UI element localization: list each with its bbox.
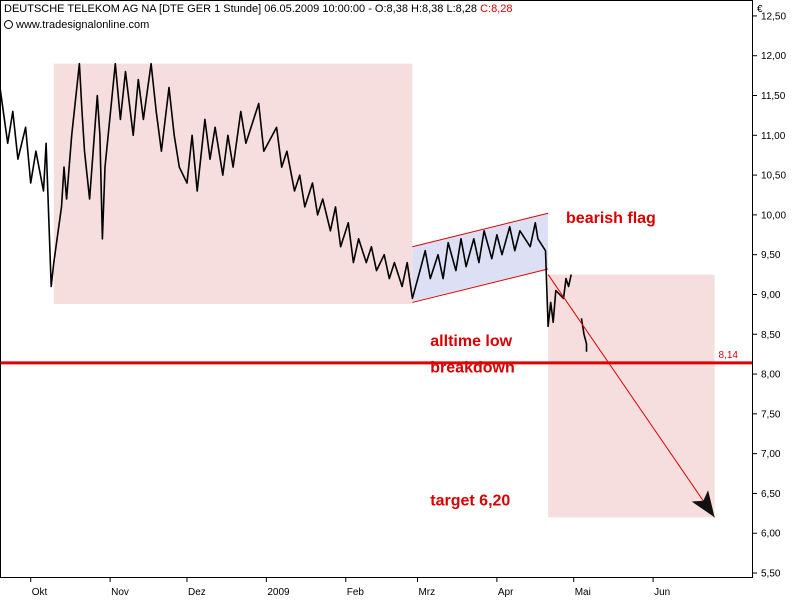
y-tick-label: 12,00	[761, 51, 786, 62]
x-tick-label: Apr	[498, 587, 514, 598]
chart-header: DEUTSCHE TELEKOM AG NA [DTE GER 1 Stunde…	[4, 3, 513, 15]
y-tick-label: 9,50	[761, 250, 781, 261]
y-tick-label: 7,50	[761, 409, 781, 420]
flag-upper-line	[412, 212, 549, 248]
support-line-value: 8,14	[719, 350, 739, 361]
y-tick-label: 10,50	[761, 171, 786, 182]
x-tick-label: Dez	[188, 587, 206, 598]
zone-1	[53, 63, 413, 305]
annotation-2: alltime low	[430, 333, 512, 350]
y-tick-label: 10,00	[761, 210, 786, 221]
y-tick-label: 11,50	[761, 91, 786, 102]
flag-lower-line	[412, 268, 549, 303]
x-tick-label: Mrz	[418, 587, 435, 598]
target-arrowhead	[691, 490, 715, 518]
x-tick-label: Feb	[347, 587, 365, 598]
y-tick-label: 5,50	[761, 569, 781, 580]
y-tick-label: 7,00	[761, 449, 781, 460]
x-tick-label: Okt	[32, 587, 48, 598]
annotation-3: breakdown	[430, 359, 514, 376]
price-series-2	[580, 318, 588, 352]
y-tick-label: 11,00	[761, 131, 786, 142]
close-price: C:8,28	[480, 3, 513, 15]
annotation-1: bearish flag	[566, 210, 656, 227]
source-url: www.tradesignalonline.com	[16, 19, 150, 31]
target-arrow-line	[547, 274, 715, 518]
x-tick-label: Jun	[654, 587, 670, 598]
annotation-4: target 6,20	[430, 492, 510, 509]
y-tick-label: 9,00	[761, 290, 781, 301]
globe-icon	[4, 20, 13, 29]
currency-label: €	[757, 4, 763, 15]
plot-frame	[0, 0, 753, 578]
source-line: www.tradesignalonline.com	[4, 19, 149, 31]
x-tick-label: Mai	[575, 587, 591, 598]
y-tick-label: 12,50	[761, 11, 786, 22]
instrument-info: DEUTSCHE TELEKOM AG NA [DTE GER 1 Stunde…	[4, 3, 478, 15]
x-tick-label: 2009	[267, 587, 290, 598]
x-tick-label: Nov	[111, 587, 129, 598]
y-tick-label: 8,50	[761, 330, 781, 341]
y-tick-label: 8,00	[761, 370, 781, 381]
price-series-1	[0, 62, 572, 328]
y-tick-label: 6,50	[761, 489, 781, 500]
y-tick-label: 6,00	[761, 529, 781, 540]
